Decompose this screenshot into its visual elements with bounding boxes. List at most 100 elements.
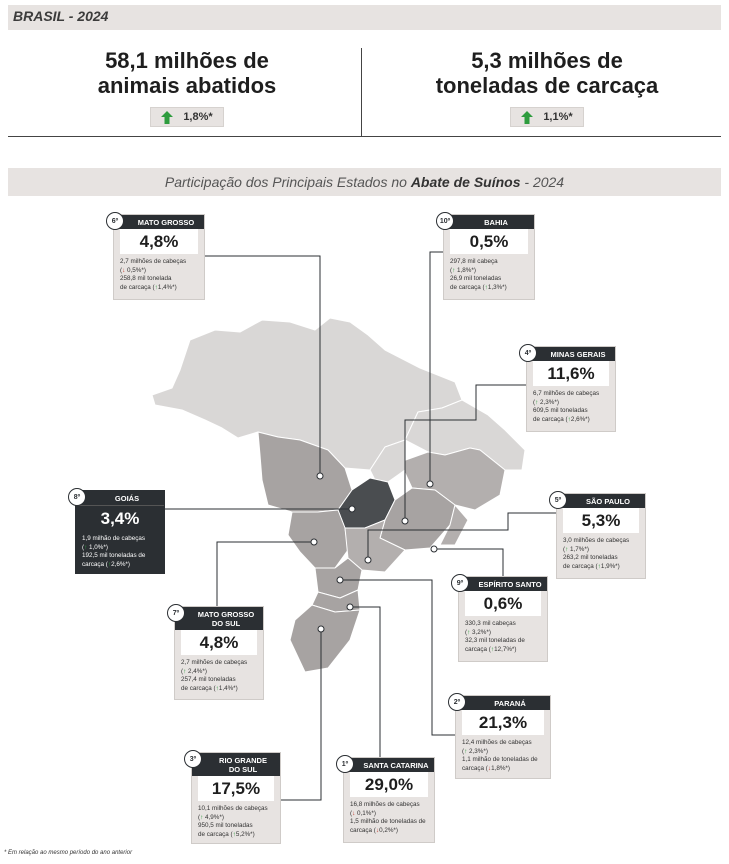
carcass-label: de carcaça (: [181, 684, 216, 692]
metric-carcass-change-value: 1,1%*: [543, 111, 573, 123]
state-details: 1,9 milhão de cabeças (↑ 1,0%*) 192,5 mi…: [76, 531, 164, 574]
state-tons: 1,5 milhão de toneladas de: [350, 818, 426, 825]
state-name: SANTA CATARINA: [363, 761, 429, 770]
state-percentage: 0,5%: [450, 229, 528, 254]
state-percentage: 4,8%: [181, 630, 257, 655]
state-percentage: 5,3%: [563, 508, 639, 533]
state-percentage: 17,5%: [198, 776, 274, 801]
state-percentage: 3,4%: [82, 506, 158, 531]
rank-badge: 6º: [106, 212, 124, 230]
arrow-up-icon: [521, 110, 534, 124]
map-state-rio-grande-do-sul: [289, 604, 361, 673]
section-title-suffix: - 2024: [520, 174, 565, 190]
state-percentage: 4,8%: [120, 229, 198, 254]
carcass-label: de carcaça (: [120, 283, 155, 291]
state-heads: 10,1 milhões de cabeças: [198, 805, 268, 812]
state-details: 10,1 milhões de cabeças (↑ 4,9%*) 950,5 …: [192, 801, 280, 844]
card-mato-grosso-do-sul: 7º MATO GROSSO DO SUL 4,8% 2,7 milhões de…: [167, 604, 264, 700]
change-arrow-icon: ↑: [232, 830, 236, 838]
change-arrow-icon: ↑: [567, 415, 571, 423]
heads-change: 2,4%*): [188, 667, 207, 675]
change-arrow-icon: ↑: [467, 628, 471, 636]
tons-change: 1,9%*): [600, 562, 620, 570]
state-name: MATO GROSSO: [137, 218, 195, 227]
tons-change: 12,7%*): [494, 645, 517, 653]
metric-carcass-value: 5,3 milhões de toneladas de carcaça: [435, 48, 659, 98]
carcass-label: de carcaça (: [198, 830, 233, 838]
change-arrow-icon: ↑: [200, 813, 204, 821]
rank-badge: 1º: [336, 755, 354, 773]
card-goias: 8º GOIÁS 3,4% 1,9 milhão de cabeças (↑ 1,…: [68, 488, 165, 574]
connector-mato-grosso-do-sul: [216, 541, 314, 606]
change-arrow-icon: ↑: [215, 684, 219, 692]
state-details: 12,4 milhões de cabeças (↑ 2,3%*) 1,1 mi…: [456, 735, 550, 778]
tons-change: 5,2%*): [235, 830, 255, 838]
state-tons: 26,9 mil toneladas: [450, 275, 502, 282]
state-name: MINAS GERAIS: [550, 350, 606, 359]
rank-badge: 7º: [167, 604, 185, 622]
heads-change: 3,2%*): [472, 628, 491, 636]
heads-change: 2,3%*): [469, 747, 488, 755]
change-arrow-icon: ↑: [484, 283, 488, 291]
connector-minas-gerais: [404, 384, 526, 521]
state-percentage: 0,6%: [465, 591, 541, 616]
change-arrow-icon: ↓: [122, 266, 126, 274]
rank-badge: 5º: [549, 491, 567, 509]
state-heads: 297,8 mil cabeça: [450, 258, 498, 265]
state-tons: 950,5 mil toneladas: [198, 822, 253, 829]
change-arrow-icon: ↑: [107, 560, 112, 568]
state-percentage: 21,3%: [462, 710, 544, 735]
change-arrow-icon: ↓: [375, 826, 380, 834]
state-percentage: 29,0%: [350, 772, 428, 797]
card-parana: 2º PARANÁ 21,3% 12,4 milhões de cabeças (…: [448, 693, 551, 779]
change-arrow-icon: ↑: [597, 562, 601, 570]
connector-bahia: [429, 251, 443, 484]
state-tons: 258,8 mil tonelada: [120, 275, 172, 282]
heads-change: 4,9%*): [205, 813, 224, 821]
heads-change: 1,8%*): [457, 266, 476, 274]
rank-badge: 9º: [451, 574, 469, 592]
state-heads: 6,7 milhões de cabeças: [533, 390, 600, 397]
tons-change: 1,3%*): [487, 283, 507, 291]
card-espirito-santo: 9º ESPÍRITO SANTO 0,6% 330,3 mil cabeças …: [451, 574, 548, 662]
state-name: SÃO PAULO: [585, 497, 631, 506]
metric-animals-value: 58,1 milhões de animais abatidos: [97, 48, 277, 98]
state-tons: 32,3 mil toneladas de: [465, 637, 525, 644]
heads-change: 1,0%*): [89, 543, 108, 551]
state-details: 3,0 milhões de cabeças (↑ 1,7%*) 263,2 m…: [557, 533, 645, 576]
change-arrow-icon: ↑: [154, 283, 158, 291]
carcass-label: de carcaça (: [563, 562, 598, 570]
change-arrow-icon: ↑: [490, 645, 495, 653]
tons-change: 0,2%*): [379, 826, 398, 834]
change-arrow-icon: ↑: [183, 667, 187, 675]
state-heads: 1,9 milhão de cabeças: [82, 535, 146, 542]
carcass-label: carcaça (: [82, 560, 108, 568]
map-state-espirito-santo: [439, 504, 469, 546]
metric-animals-change: 1,8%*: [150, 107, 224, 127]
change-arrow-icon: ↑: [84, 543, 88, 551]
card-mato-grosso: 6º MATO GROSSO 4,8% 2,7 milhões de cabeça…: [106, 212, 205, 300]
change-arrow-icon: ↓: [487, 764, 492, 772]
state-details: 297,8 mil cabeça (↑ 1,8%*) 26,9 mil tone…: [444, 254, 534, 297]
tons-change: 1,8%*): [491, 764, 510, 772]
state-name: RIO GRANDE DO SUL: [219, 756, 267, 774]
page-title: BRASIL - 2024: [8, 5, 721, 30]
heads-change: 0,1%*): [357, 809, 376, 817]
rank-badge: 2º: [448, 693, 466, 711]
carcass-label: carcaça (: [350, 826, 376, 834]
arrow-up-icon: [161, 110, 174, 124]
carcass-label: carcaça (: [465, 645, 491, 653]
state-details: 330,3 mil cabeças (↑ 3,2%*) 32,3 mil ton…: [459, 616, 547, 659]
state-heads: 3,0 milhões de cabeças: [563, 537, 630, 544]
tons-change: 2,6%*): [570, 415, 590, 423]
change-arrow-icon: ↑: [452, 266, 456, 274]
carcass-label: de carcaça (: [533, 415, 568, 423]
rank-badge: 4º: [519, 344, 537, 362]
state-tons: 192,5 mil toneladas de: [82, 552, 146, 559]
state-percentage: 11,6%: [533, 361, 609, 386]
state-tons: 609,5 mil toneladas: [533, 407, 588, 414]
connector-parana: [340, 579, 455, 736]
change-arrow-icon: ↑: [565, 545, 569, 553]
state-tons: 257,4 mil toneladas: [181, 676, 236, 683]
